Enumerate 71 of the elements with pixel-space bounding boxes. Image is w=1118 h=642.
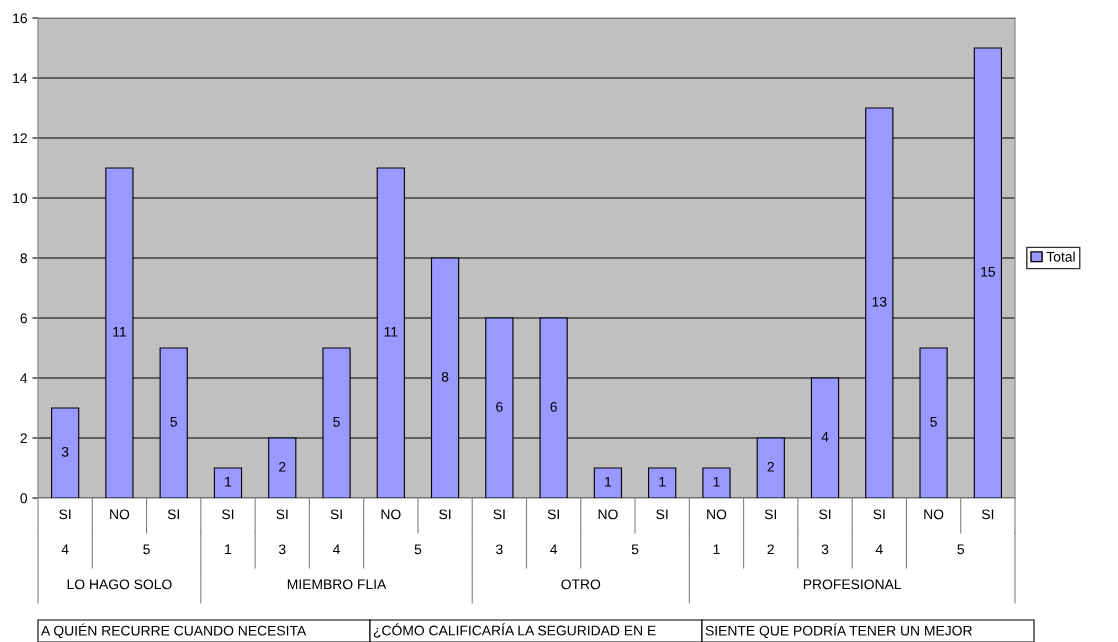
y-tick-label: 14 <box>13 73 28 84</box>
x-tick-label: NO <box>110 509 130 520</box>
y-tick-label: 8 <box>20 253 27 264</box>
x-tick-label: SI <box>276 509 288 520</box>
text: 2 <box>767 544 774 555</box>
x-tick-label: SI <box>330 509 342 520</box>
data-label: 3 <box>61 446 69 457</box>
text: 1 <box>225 544 232 555</box>
x-tick-label: SI <box>493 509 505 520</box>
data-label: 8 <box>441 371 449 382</box>
x-tick-label: SI <box>439 509 451 520</box>
text: A QUIÉN RECURRE CUANDO NECESITA <box>41 623 307 639</box>
text: 5 <box>143 544 150 555</box>
data-label: 6 <box>496 401 503 412</box>
data-label: 11 <box>384 327 398 337</box>
data-label: 15 <box>981 267 995 277</box>
text: 3 <box>821 544 829 555</box>
text: MIEMBRO FLIA <box>287 579 387 590</box>
data-label: 5 <box>170 417 177 427</box>
x-tick-label: SI <box>819 509 831 520</box>
data-label: 2 <box>767 461 774 472</box>
data-label: 5 <box>930 417 937 427</box>
x-tick-label: SI <box>873 509 885 520</box>
data-label: 1 <box>225 477 232 487</box>
x-tick-label: NO <box>707 509 727 520</box>
text: 4 <box>875 544 883 555</box>
y-tick-label: 6 <box>20 313 27 324</box>
x-tick-label: SI <box>167 509 179 520</box>
x-tick-label: NO <box>924 509 944 520</box>
bar <box>213 467 243 498</box>
text: 3 <box>496 544 503 555</box>
text: 5 <box>414 544 422 555</box>
text: 4 <box>332 544 340 555</box>
text: OTRO <box>561 579 601 590</box>
text: SIENTE QUE PODRÍA TENER UN MEJOR <box>705 623 972 639</box>
x-tick-label: SI <box>656 509 668 520</box>
legend-label: Total <box>1046 251 1075 262</box>
data-label: 2 <box>279 461 286 472</box>
x-tick-label: SI <box>764 509 777 520</box>
data-label: 1 <box>605 477 612 487</box>
text: 1 <box>713 544 720 555</box>
text: 5 <box>957 544 964 555</box>
y-tick-label: 0 <box>20 493 28 504</box>
bar <box>593 467 623 498</box>
data-label: 1 <box>713 477 720 487</box>
text: PROFESIONAL <box>803 579 902 590</box>
x-tick-label: SI <box>222 509 234 520</box>
x-tick-label: SI <box>981 509 994 520</box>
x-tick-label: NO <box>598 509 618 520</box>
text: 5 <box>631 544 639 555</box>
text: 4 <box>550 544 558 555</box>
text: 3 <box>278 544 286 555</box>
data-label: 4 <box>821 432 829 442</box>
text: ¿CÓMO CALIFICARÍA LA SEGURIDAD EN E <box>373 623 656 638</box>
y-tick-label: 4 <box>20 373 28 384</box>
y-tick-label: 2 <box>20 433 27 444</box>
y-tick-label: 16 <box>13 13 27 24</box>
y-tick-label: 12 <box>13 133 27 144</box>
x-tick-label: SI <box>59 509 71 520</box>
y-tick-label: 10 <box>13 193 28 204</box>
x-tick-label: SI <box>547 509 559 520</box>
text: 4 <box>61 544 69 555</box>
data-label: 1 <box>659 477 666 487</box>
data-label: 11 <box>113 327 126 337</box>
data-label: 5 <box>333 417 340 427</box>
x-tick-label: NO <box>381 509 401 520</box>
bar <box>702 467 731 498</box>
data-label: 13 <box>872 296 887 307</box>
data-label: 6 <box>550 401 557 412</box>
text: LO HAGO SOLO <box>67 579 172 590</box>
bar <box>648 467 677 498</box>
